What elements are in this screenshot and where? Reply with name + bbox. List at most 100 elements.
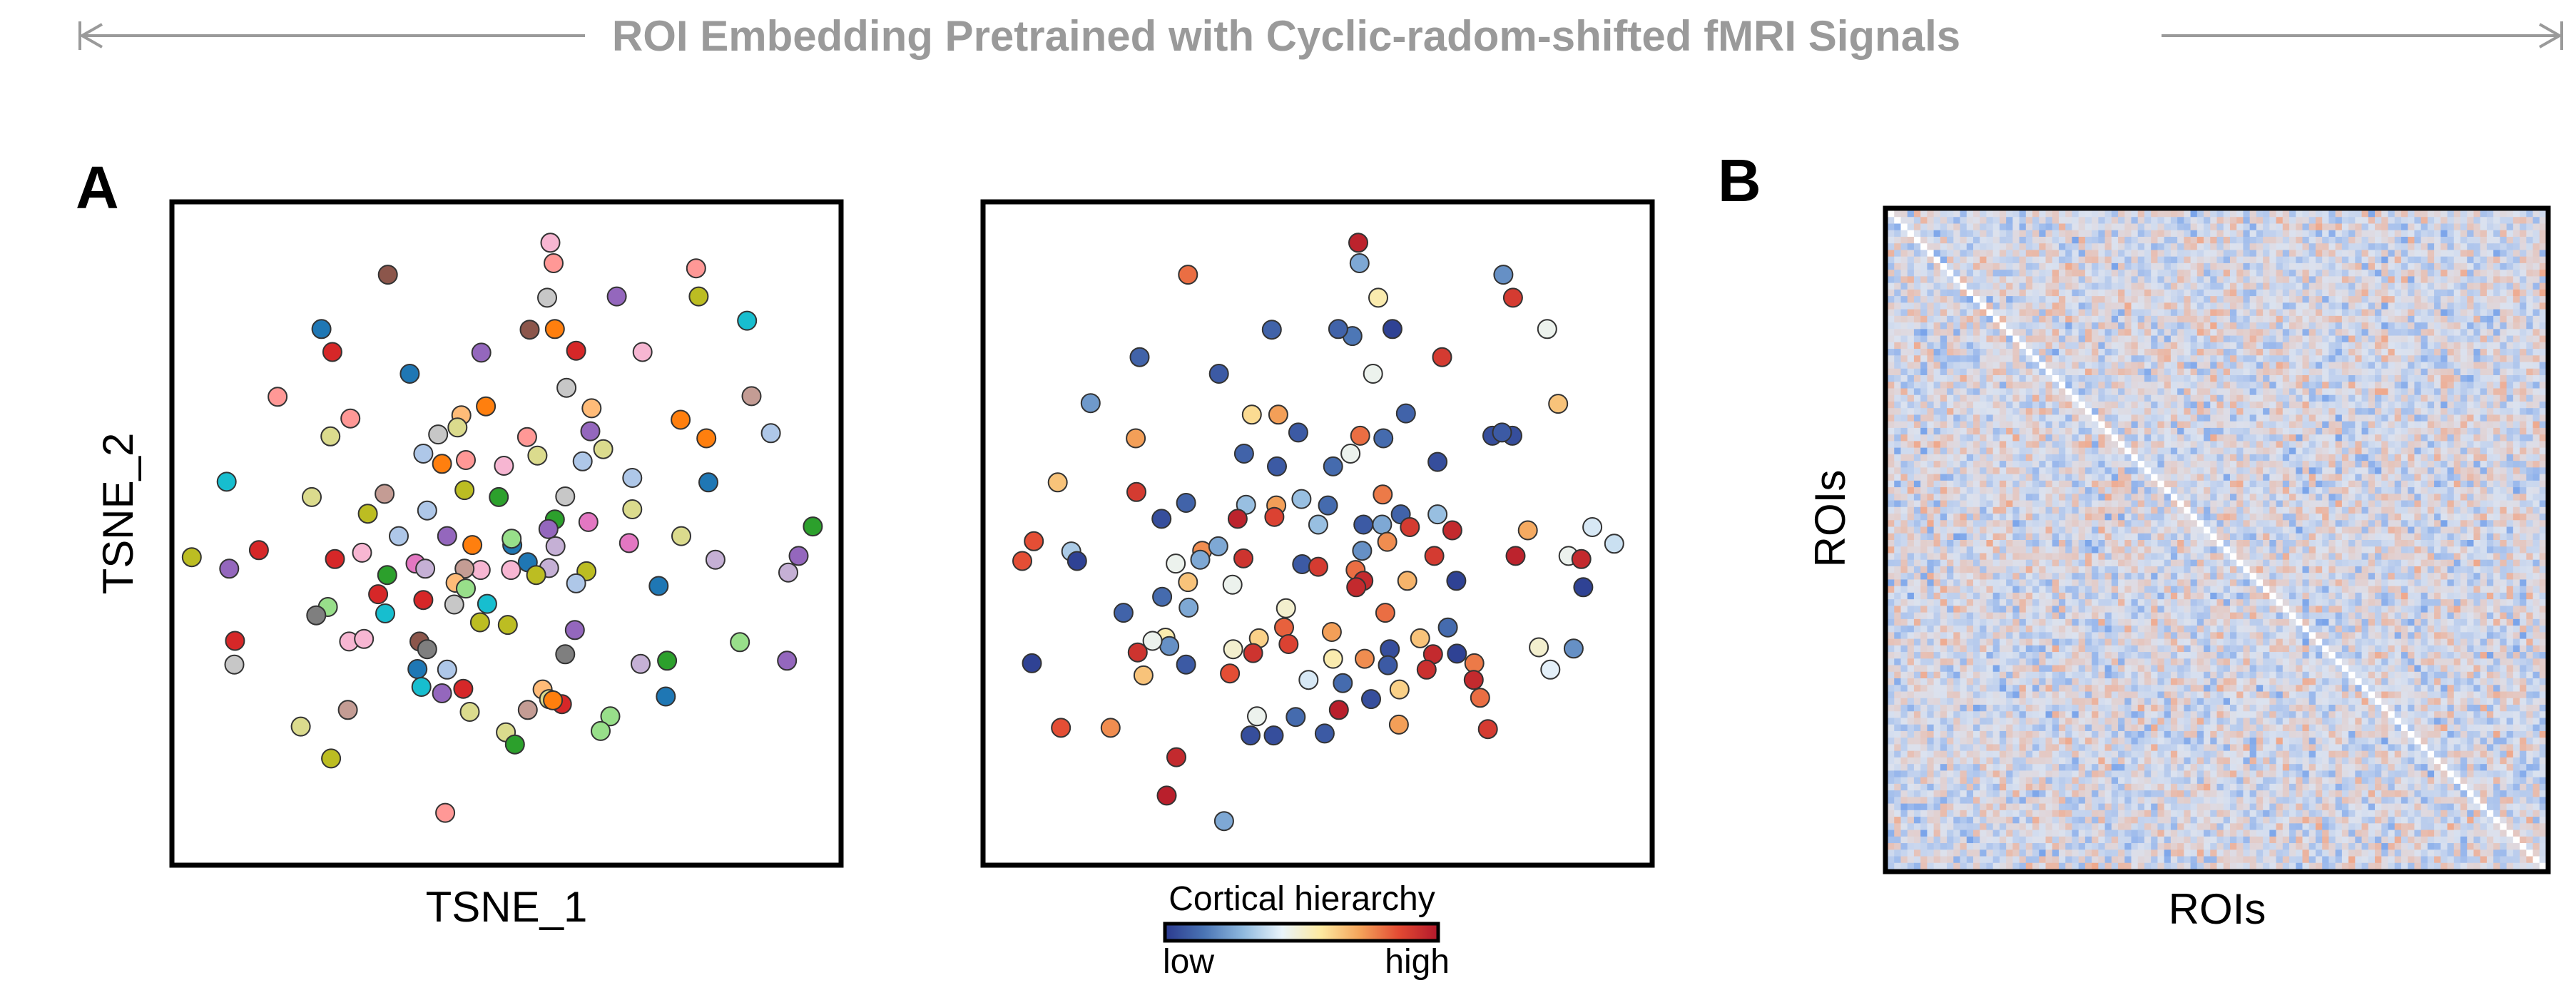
heatmap-cell <box>1888 487 1895 494</box>
heatmap-cell <box>2368 236 2376 244</box>
heatmap-cell <box>1933 427 1941 435</box>
heatmap-cell <box>2256 467 2264 475</box>
heatmap-cell <box>2414 322 2422 330</box>
heatmap-cell <box>2196 262 2204 270</box>
heatmap-cell <box>2052 262 2060 270</box>
heatmap-cell <box>2039 454 2047 461</box>
heatmap-cell <box>2170 349 2178 356</box>
heatmap-cell <box>1947 322 1954 330</box>
heatmap-cell <box>2078 335 2086 343</box>
heatmap-cell <box>2157 368 2165 376</box>
heatmap-cell <box>2072 401 2079 409</box>
roi-point-31 <box>593 439 614 459</box>
heatmap-cell <box>2289 500 2296 508</box>
heatmap-cell <box>2506 441 2514 449</box>
heatmap-cell <box>2296 236 2303 244</box>
heatmap-cell <box>2223 401 2231 409</box>
heatmap-cell <box>2427 270 2435 277</box>
heatmap-cell <box>2302 309 2310 317</box>
heatmap-cell <box>2328 382 2336 389</box>
heatmap-cell <box>2210 401 2218 409</box>
heatmap-cell <box>2052 408 2060 416</box>
heatmap-cell <box>2348 349 2356 356</box>
heatmap-cell <box>2229 388 2237 396</box>
heatmap-cell <box>2486 250 2494 257</box>
heatmap-cell <box>2453 408 2461 416</box>
heatmap-cell <box>2078 421 2086 429</box>
heatmap-cell <box>2539 388 2547 396</box>
heatmap-cell <box>1940 335 1948 343</box>
heatmap-cell <box>2500 447 2508 455</box>
heatmap-cell <box>1960 414 1967 422</box>
heatmap-cell <box>1986 514 1994 521</box>
heatmap-cell <box>2401 282 2408 290</box>
heatmap-cell <box>2348 474 2356 481</box>
heatmap-cell <box>1999 349 2007 356</box>
heatmap-cell <box>2368 506 2376 514</box>
heatmap-cell <box>2229 454 2237 461</box>
heatmap-cell <box>2196 256 2204 264</box>
heatmap-cell <box>1947 262 1954 270</box>
heatmap-cell <box>2513 282 2520 290</box>
heatmap-cell <box>1894 256 1902 264</box>
heatmap-cell <box>1947 217 1954 225</box>
heatmap-cell <box>2229 329 2237 337</box>
heatmap-cell <box>2072 296 2079 303</box>
heatmap-cell <box>2157 236 2165 244</box>
heatmap-cell <box>1927 335 1935 343</box>
heatmap-cell <box>2137 335 2145 343</box>
heatmap-cell <box>2177 375 2184 382</box>
heatmap-cell <box>2381 434 2389 442</box>
heatmap-cell <box>1999 342 2007 350</box>
heatmap-cell <box>2065 276 2073 284</box>
heatmap-cell <box>1907 421 1915 429</box>
heatmap-cell <box>2229 467 2237 475</box>
heatmap-cell <box>2276 461 2284 468</box>
heatmap-cell <box>1927 322 1935 330</box>
heatmap-cell <box>2388 494 2396 501</box>
heatmap-cell <box>2151 427 2159 435</box>
heatmap-cell <box>2308 315 2316 323</box>
heatmap-cell <box>2500 250 2508 257</box>
heatmap-cell <box>2375 368 2382 376</box>
heatmap-cell <box>2065 322 2073 330</box>
heatmap-cell <box>2388 250 2396 257</box>
heatmap-cell <box>2355 289 2363 297</box>
heatmap-cell <box>2447 427 2455 435</box>
hierarchy-point-27 <box>1267 456 1287 476</box>
heatmap-cell <box>2269 217 2277 225</box>
heatmap-cell <box>2078 243 2086 251</box>
heatmap-cell <box>2486 276 2494 284</box>
heatmap-cell <box>2513 289 2520 297</box>
heatmap-cell <box>2032 335 2040 343</box>
heatmap-cell <box>2111 368 2119 376</box>
heatmap-cell <box>2072 514 2079 521</box>
heatmap-cell <box>2420 243 2428 251</box>
heatmap-cell <box>2124 414 2132 422</box>
heatmap-cell <box>2045 362 2053 369</box>
heatmap-cell <box>2355 441 2363 449</box>
roi-point-11 <box>471 342 492 363</box>
heatmap-cell <box>2012 441 2020 449</box>
heatmap-cell <box>2065 467 2073 475</box>
heatmap-cell <box>2368 230 2376 238</box>
heatmap-cell <box>2065 309 2073 317</box>
hierarchy-point-8 <box>1328 319 1348 340</box>
heatmap-cell <box>2236 217 2244 225</box>
heatmap-cell <box>1940 302 1948 310</box>
heatmap-cell <box>1907 210 1915 218</box>
heatmap-cell <box>2243 335 2251 343</box>
heatmap-cell <box>2480 421 2488 429</box>
heatmap-cell <box>2025 494 2033 501</box>
heatmap-cell <box>2164 217 2172 225</box>
heatmap-cell <box>1960 315 1967 323</box>
heatmap-cell <box>2414 388 2422 396</box>
heatmap-cell <box>2322 276 2330 284</box>
heatmap-cell <box>2084 355 2092 363</box>
heatmap-cell <box>2355 250 2363 257</box>
heatmap-cell <box>2111 349 2119 356</box>
heatmap-cell <box>2335 296 2343 303</box>
heatmap-cell <box>2348 262 2356 270</box>
heatmap-cell <box>2453 467 2461 475</box>
heatmap-cell <box>2216 388 2224 396</box>
